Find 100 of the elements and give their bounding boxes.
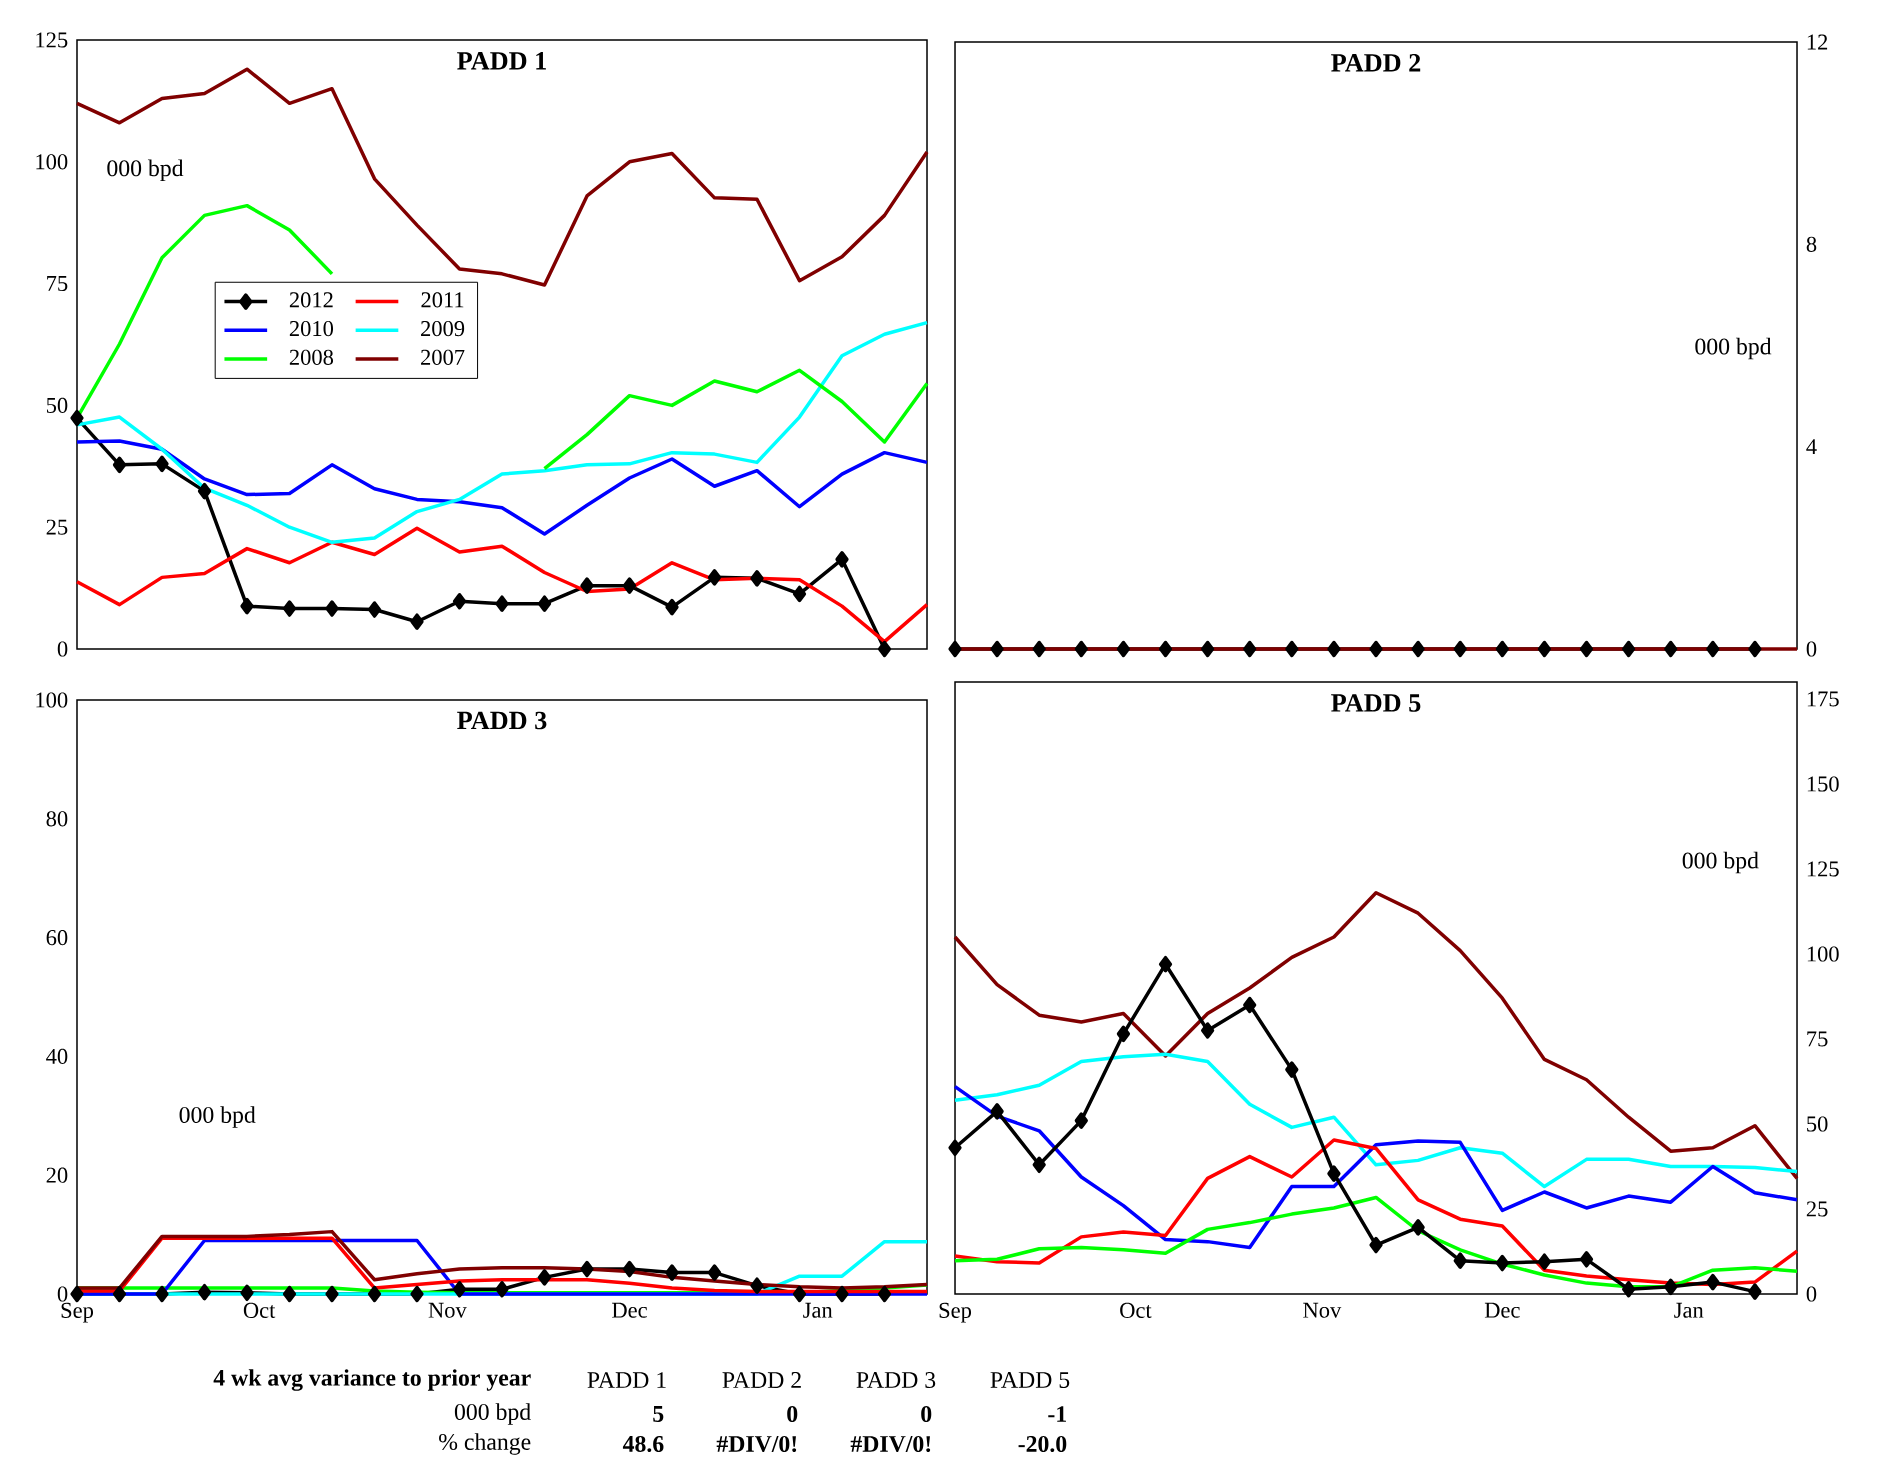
y-tick-label: 125 — [36, 32, 68, 48]
point — [155, 1285, 169, 1303]
point — [1032, 1156, 1046, 1174]
annotation: 000 bpd — [1682, 851, 1759, 874]
legend-label: 2010 — [289, 320, 334, 337]
point — [792, 1285, 807, 1303]
point — [622, 1260, 637, 1278]
y2-tick-label: 25 — [1806, 1201, 1828, 1217]
y-tick-label: 100 — [36, 154, 68, 170]
point — [665, 1264, 679, 1281]
text: PADD 1 — [587, 1372, 666, 1388]
point — [707, 569, 722, 586]
x-tick-label: Jan — [1674, 1302, 1704, 1318]
point — [1116, 1025, 1131, 1043]
point — [410, 1285, 424, 1303]
x-tick-label: Dec — [612, 1302, 647, 1318]
point — [1285, 1061, 1299, 1078]
x-tick-label: Oct — [243, 1302, 276, 1318]
point — [537, 595, 552, 612]
y-tick-label: 40 — [46, 1048, 68, 1064]
point — [835, 1285, 849, 1303]
text: 0 — [921, 1405, 932, 1423]
point — [622, 577, 637, 594]
point — [877, 1285, 892, 1303]
line-series — [953, 891, 1799, 1181]
point — [948, 1139, 962, 1157]
y2-tick-label: 75 — [1807, 1031, 1828, 1047]
line-series — [953, 1084, 1799, 1250]
line-series — [953, 1052, 1799, 1189]
x-tick-label: Nov — [1303, 1302, 1342, 1318]
point — [1579, 1251, 1594, 1268]
text: PADD 5 — [990, 1372, 1070, 1388]
point — [282, 1285, 297, 1303]
point — [877, 640, 892, 658]
chart-title: PADD 3 — [457, 711, 547, 730]
text: -20.0 — [1018, 1435, 1067, 1453]
y2-tick-label: 50 — [1807, 1116, 1828, 1132]
y2-tick-label: 8 — [1806, 236, 1817, 252]
y2-tick-label: 150 — [1807, 776, 1839, 792]
point — [750, 1277, 764, 1294]
point — [1411, 1219, 1425, 1236]
point — [1074, 1112, 1088, 1129]
point — [1453, 1252, 1467, 1269]
text: #DIV/0! — [716, 1435, 797, 1453]
y2-tick-label: 100 — [1807, 946, 1839, 962]
point — [410, 613, 424, 630]
point — [1158, 955, 1173, 973]
y-tick-label: 50 — [46, 397, 68, 413]
point — [1537, 1253, 1552, 1270]
legend-label: 2009 — [421, 320, 465, 337]
point — [495, 1280, 509, 1298]
y2-tick-label: 125 — [1807, 861, 1839, 877]
text: 0 — [787, 1405, 798, 1423]
point — [537, 1269, 552, 1286]
point — [495, 595, 509, 612]
text: #DIV/0! — [850, 1435, 931, 1453]
text: -1 — [1048, 1406, 1066, 1422]
annotation: 000 bpd — [1695, 337, 1772, 360]
point — [282, 600, 297, 617]
point — [750, 570, 764, 587]
y-tick-label: 75 — [47, 276, 68, 292]
point — [70, 409, 84, 427]
text: 4 wk avg variance to prior year — [213, 1369, 531, 1391]
legend-label: 2012 — [289, 292, 333, 308]
point — [240, 1284, 254, 1302]
chart-title: PADD 5 — [1331, 694, 1421, 712]
point — [155, 455, 169, 473]
y-tick-label: 100 — [36, 692, 68, 708]
point — [325, 600, 339, 617]
text: 48.6 — [622, 1435, 664, 1453]
x-tick-label: Nov — [428, 1302, 467, 1318]
point — [1327, 1165, 1341, 1182]
y-tick-label: 20 — [46, 1167, 68, 1183]
y-tick-label: 25 — [46, 519, 68, 535]
y2-tick-label: 0 — [1806, 641, 1817, 657]
text: 000 bpd — [454, 1403, 531, 1425]
line-series — [75, 439, 929, 536]
point — [580, 1260, 594, 1278]
point — [792, 585, 807, 603]
legend-label: 2007 — [421, 349, 465, 365]
y2-tick-label: 175 — [1807, 691, 1839, 707]
point — [707, 1264, 722, 1281]
text: % change — [439, 1433, 531, 1455]
x-tick-label: Sep — [61, 1302, 94, 1323]
point — [1495, 1254, 1509, 1272]
y2-tick-label: 4 — [1806, 439, 1817, 455]
point — [1369, 1236, 1383, 1254]
x-tick-label: Sep — [939, 1302, 972, 1323]
legend-label: 2008 — [289, 349, 334, 365]
y-tick-label: 80 — [46, 811, 68, 827]
point — [1706, 1273, 1720, 1291]
point — [990, 1103, 1004, 1120]
point — [1200, 1022, 1215, 1039]
y-tick-label: 0 — [57, 641, 68, 657]
point — [112, 1285, 127, 1303]
chart-title: PADD 1 — [457, 52, 546, 70]
point — [452, 1280, 467, 1298]
point — [112, 456, 127, 474]
x-tick-label: Jan — [803, 1302, 833, 1318]
point — [367, 601, 382, 618]
